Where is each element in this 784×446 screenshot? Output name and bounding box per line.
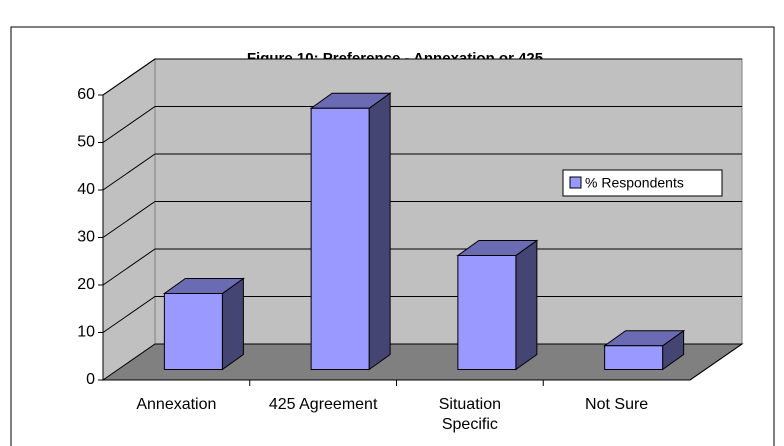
bar xyxy=(163,293,223,370)
legend-swatch xyxy=(569,176,582,189)
y-tick-label: 20 xyxy=(77,276,95,293)
legend-label: % Respondents xyxy=(585,175,684,191)
x-tick-label: Not Sure xyxy=(585,396,649,413)
y-tick-label: 0 xyxy=(86,371,95,388)
y-tick-label: 50 xyxy=(77,134,95,151)
bar xyxy=(310,107,370,370)
bar xyxy=(604,345,664,370)
grid-line xyxy=(102,201,742,238)
bar-side xyxy=(368,92,391,371)
y-axis xyxy=(102,58,156,380)
y-tick-label: 60 xyxy=(77,86,95,103)
y-tick-label: 30 xyxy=(77,229,95,246)
x-tick-label: Annexation xyxy=(136,396,217,413)
grid-line xyxy=(102,106,742,143)
grid-line xyxy=(102,296,742,333)
grid-line xyxy=(102,248,742,286)
y-tick-label: 40 xyxy=(77,181,95,198)
y-tick-label: 10 xyxy=(77,324,95,341)
x-tick-label: Situation Specific xyxy=(438,396,501,433)
bar-side xyxy=(221,277,244,371)
bar xyxy=(457,255,517,370)
bar-side xyxy=(515,239,538,371)
legend-box xyxy=(562,169,723,197)
x-tick-label: 425 Agreement xyxy=(268,396,378,413)
grid-line xyxy=(102,153,742,191)
x-axis xyxy=(103,343,743,381)
